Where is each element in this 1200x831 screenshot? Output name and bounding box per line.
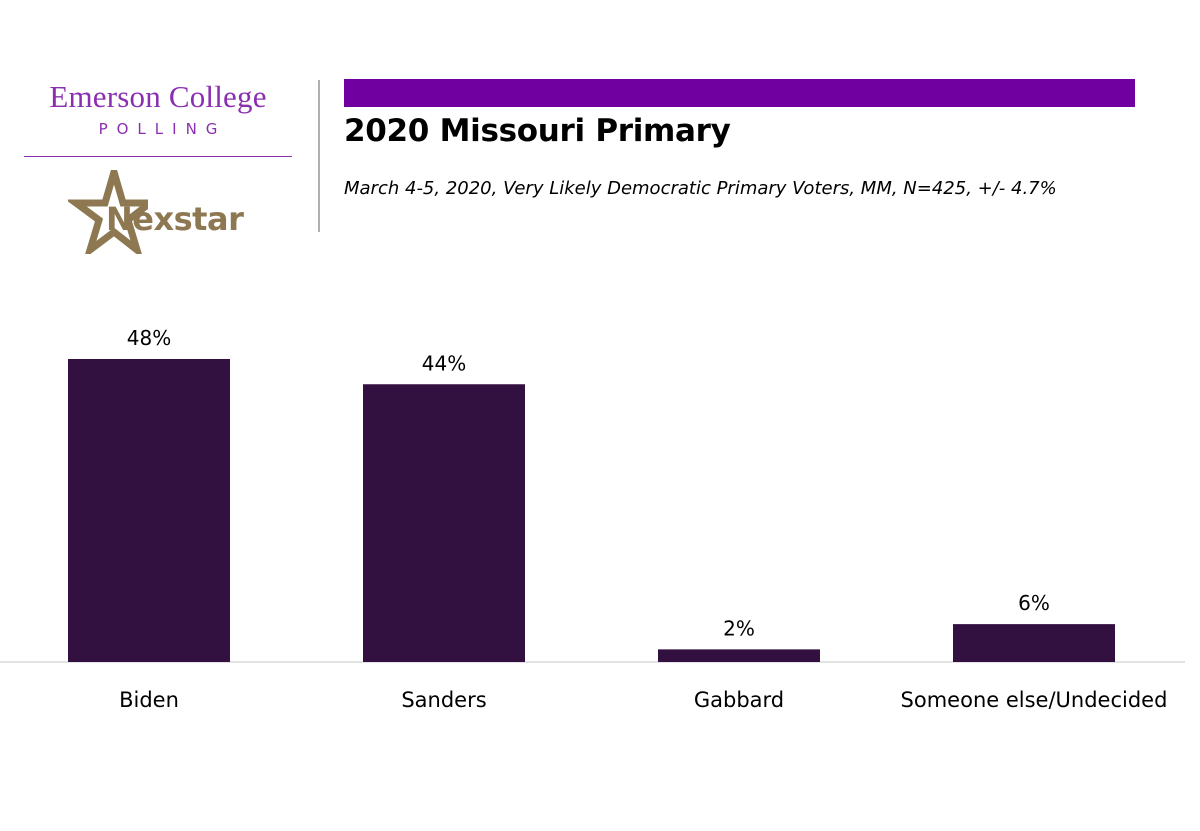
data-label: 44%: [422, 351, 466, 375]
bar-sanders: [363, 384, 525, 662]
data-label: 48%: [127, 326, 171, 350]
bar-gabbard: [658, 649, 820, 662]
data-label: 2%: [723, 616, 755, 640]
bar-chart: 48% Biden 44% Sanders 2% Gabbard 6% Someone els…: [0, 326, 1185, 712]
bar-biden: [68, 359, 230, 662]
category-label: Sanders: [401, 688, 486, 712]
category-label: Gabbard: [694, 688, 784, 712]
header-divider: [318, 80, 320, 232]
accent-bar: [344, 79, 1135, 107]
emerson-polling-logo: Emerson College POLLING: [24, 80, 292, 157]
logo-divider: [24, 156, 292, 157]
nexstar-logo: Nexstar: [68, 170, 258, 254]
partner-name: Nexstar: [106, 200, 244, 238]
logo-org-sub: POLLING: [98, 120, 227, 138]
data-label: 6%: [1018, 591, 1050, 615]
category-label: Biden: [119, 688, 179, 712]
chart-subtitle: March 4-5, 2020, Very Likely Democratic …: [344, 178, 1057, 199]
bar-someone-else-undecided: [953, 624, 1115, 662]
logo-org-name: Emerson College: [49, 79, 267, 114]
star-icon: [68, 170, 148, 254]
chart-title: 2020 Missouri Primary: [344, 113, 731, 149]
category-label: Someone else/Undecided: [901, 688, 1168, 712]
